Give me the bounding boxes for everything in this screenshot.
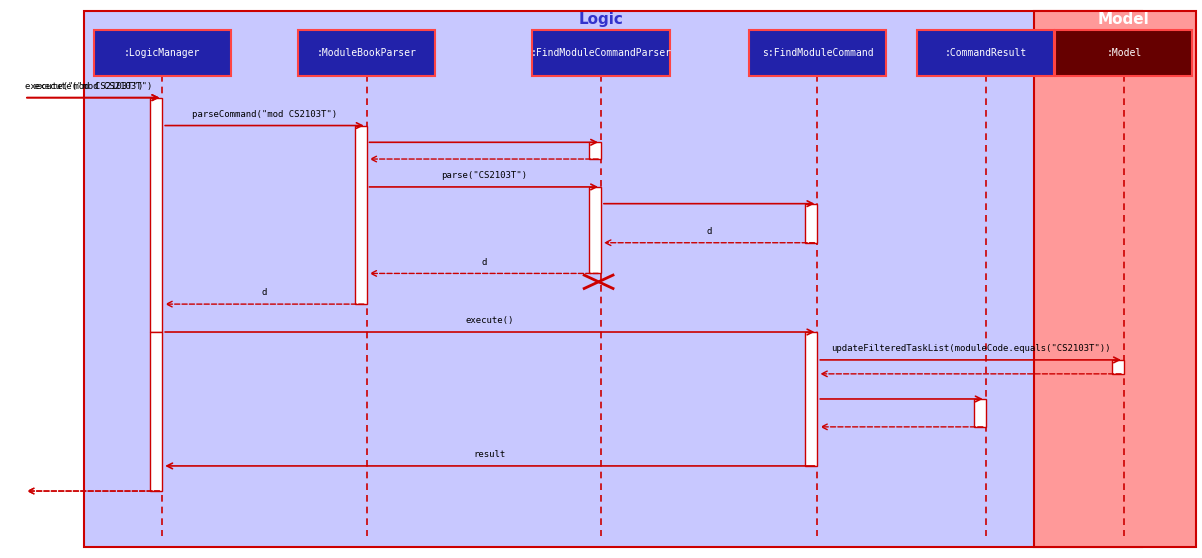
Bar [589,187,601,273]
Text: execute("mod CS2103T"): execute("mod CS2103T") [34,82,153,91]
Text: updateFilteredTaskList(moduleCode.equals("CS2103T")): updateFilteredTaskList(moduleCode.equals… [831,344,1111,353]
Text: :LogicManager: :LogicManager [124,48,201,58]
Text: d: d [707,227,712,236]
Bar [805,204,817,243]
Bar [355,126,367,304]
Text: result: result [474,450,506,459]
Bar [1034,11,1196,547]
Bar [589,142,601,159]
Bar [1112,360,1124,374]
Bar [805,332,817,466]
Text: execute(): execute() [465,316,514,325]
Bar [150,98,162,332]
Text: d: d [481,258,487,267]
FancyBboxPatch shape [94,30,231,76]
Text: Logic: Logic [578,12,624,27]
Text: :ModuleBookParser: :ModuleBookParser [316,48,417,58]
Bar [974,399,986,427]
Text: :Model: :Model [1106,48,1142,58]
FancyBboxPatch shape [1055,30,1192,76]
Text: execute("mod CS2103T"): execute("mod CS2103T") [25,82,143,91]
Bar [84,11,1142,547]
Text: :FindModuleCommandParser: :FindModuleCommandParser [530,48,672,58]
Bar [150,332,162,491]
FancyBboxPatch shape [917,30,1054,76]
Text: d: d [262,288,267,297]
Text: parseCommand("mod CS2103T"): parseCommand("mod CS2103T") [192,110,337,119]
Text: s:FindModuleCommand: s:FindModuleCommand [762,48,873,58]
Text: :CommandResult: :CommandResult [945,48,1027,58]
Text: parse("CS2103T"): parse("CS2103T") [441,171,526,180]
FancyBboxPatch shape [532,30,670,76]
FancyBboxPatch shape [298,30,435,76]
Text: Model: Model [1097,12,1150,27]
FancyBboxPatch shape [749,30,886,76]
